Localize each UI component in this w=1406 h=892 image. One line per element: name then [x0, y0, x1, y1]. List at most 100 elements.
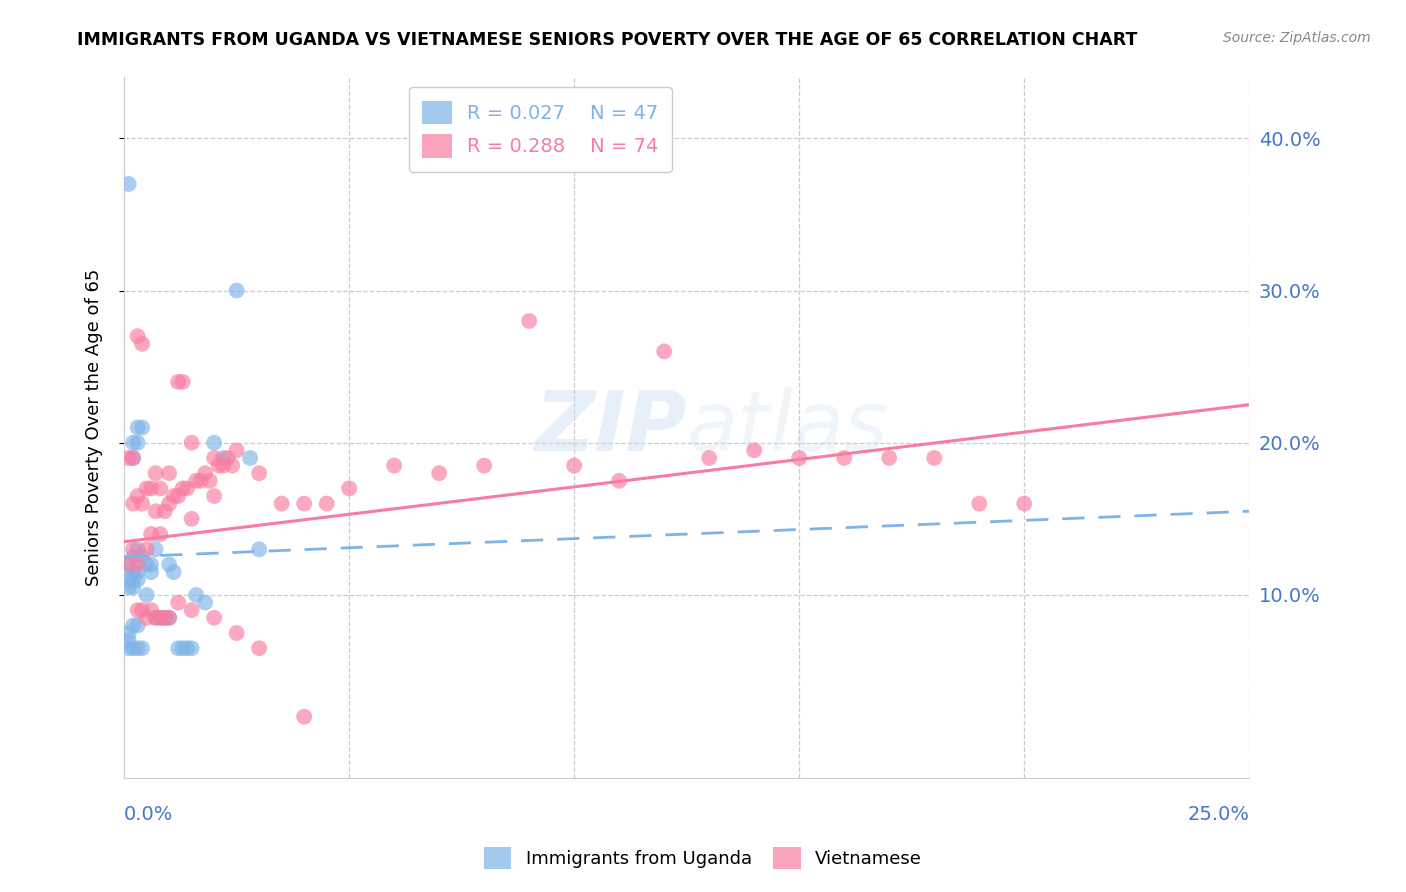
Point: [145, 611, 167, 625]
Point: [135, 611, 157, 625]
Point: [139, 558, 162, 572]
Point: [167, 489, 190, 503]
Text: IMMIGRANTS FROM UGANDA VS VIETNAMESE SENIORS POVERTY OVER THE AGE OF 65 CORRELAT: IMMIGRANTS FROM UGANDA VS VIETNAMESE SEN…: [77, 31, 1137, 49]
Point: [162, 565, 184, 579]
Point: [697, 450, 720, 465]
Point: [122, 573, 145, 587]
Text: 25.0%: 25.0%: [1187, 805, 1249, 824]
Point: [221, 458, 243, 473]
Point: [149, 611, 172, 625]
Point: [172, 482, 194, 496]
Point: [145, 504, 167, 518]
Point: [149, 482, 172, 496]
Point: [127, 618, 149, 632]
Point: [922, 450, 945, 465]
Point: [186, 474, 208, 488]
Point: [127, 329, 149, 343]
Point: [145, 542, 167, 557]
Point: [149, 611, 172, 625]
Point: [247, 466, 270, 480]
Point: [247, 641, 270, 656]
Point: [153, 504, 176, 518]
Point: [167, 641, 190, 656]
Point: [212, 450, 235, 465]
Point: [131, 336, 153, 351]
Point: [292, 497, 315, 511]
Point: [239, 450, 262, 465]
Point: [122, 549, 145, 564]
Text: Source: ZipAtlas.com: Source: ZipAtlas.com: [1223, 31, 1371, 45]
Point: [652, 344, 675, 359]
Legend: Immigrants from Uganda, Vietnamese: Immigrants from Uganda, Vietnamese: [477, 839, 929, 876]
Point: [122, 580, 145, 594]
Point: [247, 542, 270, 557]
Point: [139, 527, 162, 541]
Point: [194, 466, 217, 480]
Point: [117, 626, 139, 640]
Text: ZIP: ZIP: [534, 387, 686, 468]
Point: [122, 435, 145, 450]
Point: [122, 450, 145, 465]
Text: atlas: atlas: [686, 387, 889, 468]
Point: [167, 596, 190, 610]
Point: [127, 435, 149, 450]
Point: [127, 573, 149, 587]
Point: [117, 558, 139, 572]
Point: [135, 482, 157, 496]
Point: [202, 611, 225, 625]
Point: [208, 458, 231, 473]
Point: [117, 450, 139, 465]
Point: [315, 497, 337, 511]
Point: [122, 618, 145, 632]
Point: [117, 573, 139, 587]
Point: [131, 420, 153, 434]
Point: [212, 458, 235, 473]
Point: [157, 558, 180, 572]
Point: [198, 474, 221, 488]
Point: [180, 512, 202, 526]
Point: [139, 603, 162, 617]
Point: [157, 611, 180, 625]
Point: [122, 450, 145, 465]
Point: [131, 603, 153, 617]
Point: [122, 497, 145, 511]
Point: [607, 474, 630, 488]
Point: [172, 375, 194, 389]
Point: [153, 611, 176, 625]
Point: [202, 489, 225, 503]
Point: [180, 603, 202, 617]
Point: [127, 542, 149, 557]
Point: [135, 558, 157, 572]
Point: [562, 458, 585, 473]
Point: [145, 466, 167, 480]
Point: [122, 565, 145, 579]
Y-axis label: Seniors Poverty Over the Age of 65: Seniors Poverty Over the Age of 65: [86, 268, 103, 586]
Legend: R = 0.027    N = 47, R = 0.288    N = 74: R = 0.027 N = 47, R = 0.288 N = 74: [409, 87, 672, 171]
Point: [157, 466, 180, 480]
Point: [225, 626, 247, 640]
Point: [787, 450, 810, 465]
Point: [122, 542, 145, 557]
Point: [127, 565, 149, 579]
Point: [135, 542, 157, 557]
Point: [117, 580, 139, 594]
Point: [186, 588, 208, 602]
Point: [292, 709, 315, 723]
Point: [139, 482, 162, 496]
Point: [157, 497, 180, 511]
Point: [127, 558, 149, 572]
Point: [427, 466, 450, 480]
Point: [877, 450, 900, 465]
Point: [167, 375, 190, 389]
Point: [117, 177, 139, 191]
Point: [194, 596, 217, 610]
Point: [180, 641, 202, 656]
Point: [225, 443, 247, 458]
Point: [157, 611, 180, 625]
Point: [472, 458, 495, 473]
Point: [127, 489, 149, 503]
Point: [337, 482, 360, 496]
Text: 0.0%: 0.0%: [124, 805, 173, 824]
Point: [117, 641, 139, 656]
Point: [176, 482, 198, 496]
